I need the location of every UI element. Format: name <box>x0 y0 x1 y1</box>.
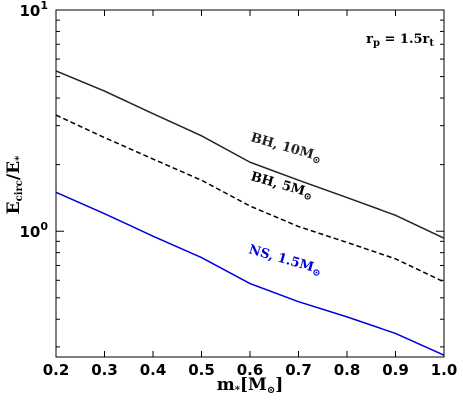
ticks-layer: 0.2 0.3 0.4 0.5 0.6 0.7 0.8 0.9 1.0 100 101 <box>19 0 457 379</box>
annotation-rp: rp = 1.5rt <box>366 32 434 49</box>
x-tick-label: 1.0 <box>431 361 458 379</box>
x-tick-label: 0.6 <box>237 361 264 379</box>
x-tick-label: 0.8 <box>334 361 361 379</box>
y-axis-label: Ecirc/E* <box>4 155 25 214</box>
series-line-0 <box>55 70 445 239</box>
x-tick-label: 0.3 <box>91 361 118 379</box>
x-tick-label: 0.2 <box>43 361 70 379</box>
series-line-1 <box>55 114 445 283</box>
y-tick-label: 100 <box>19 220 48 241</box>
series-label-bh10: BH, 10M⊙ <box>248 130 323 167</box>
series-label-ns: NS, 1.5M⊙ <box>246 242 323 279</box>
x-tick-label: 0.4 <box>140 361 167 379</box>
x-tick-label: 0.7 <box>285 361 312 379</box>
y-tick-label: 101 <box>19 0 48 20</box>
x-tick-label: 0.9 <box>382 361 409 379</box>
x-axis-label: m*[M⊙] <box>217 375 284 396</box>
series-line-2 <box>55 191 445 356</box>
series-layer <box>55 70 445 356</box>
x-tick-label: 0.5 <box>188 361 215 379</box>
